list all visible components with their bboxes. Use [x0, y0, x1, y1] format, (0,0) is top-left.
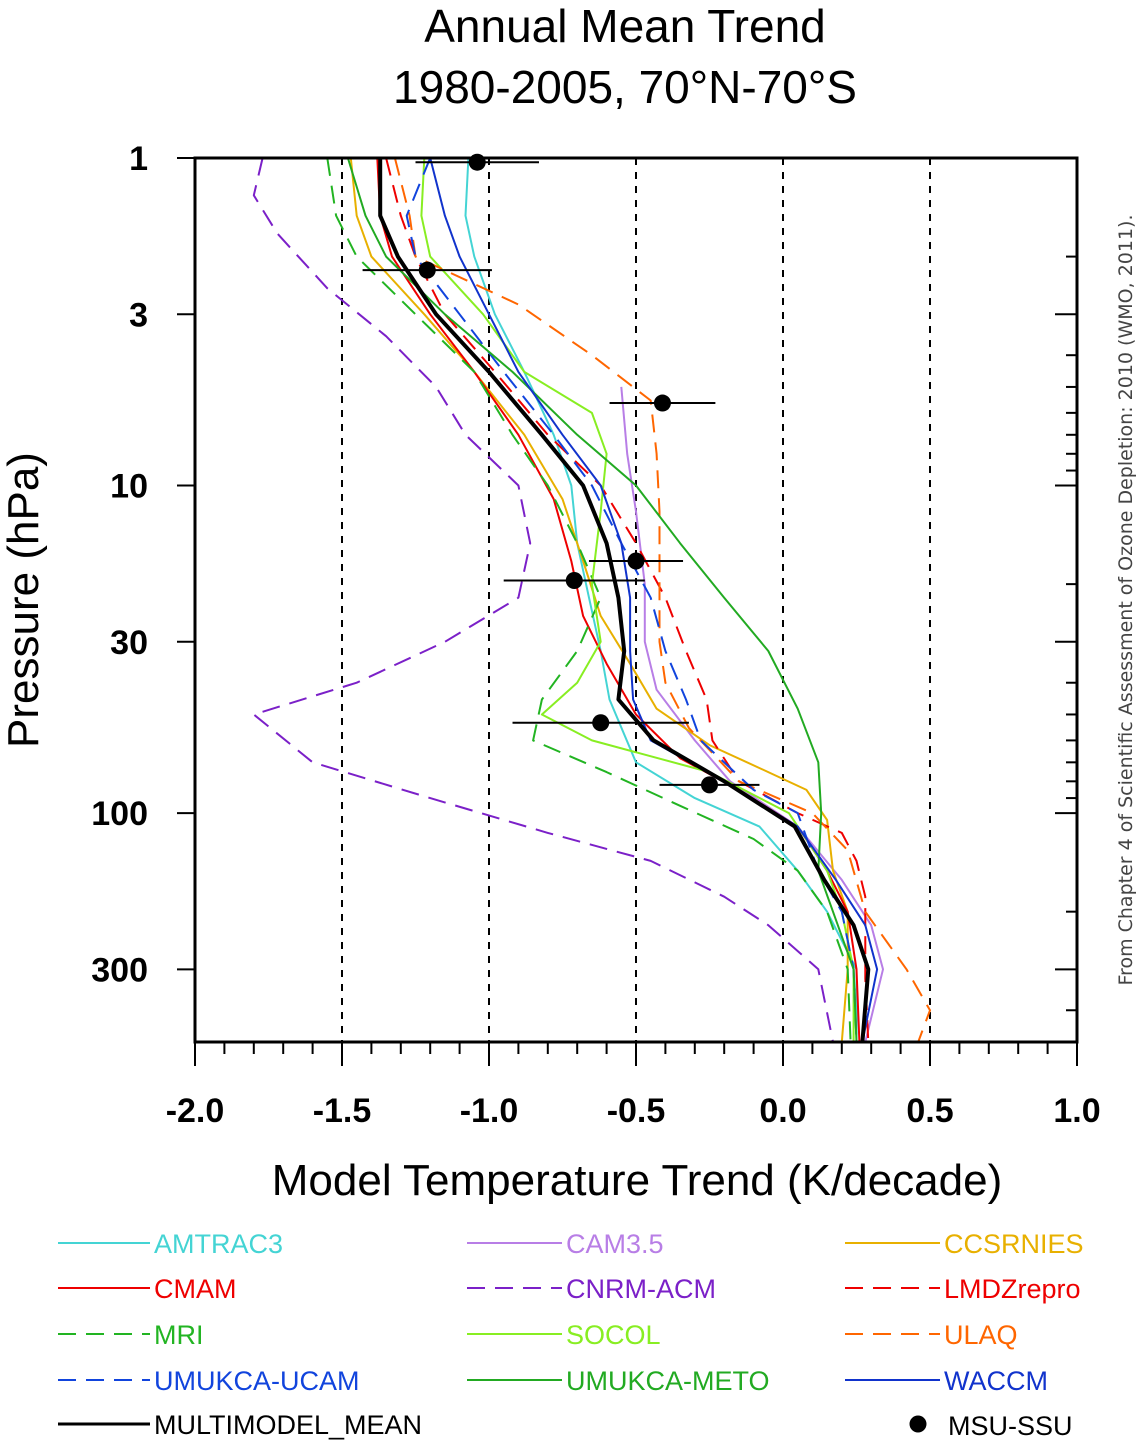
- y-tick-label: 1: [129, 140, 148, 178]
- msu-ssu-point: [418, 261, 436, 279]
- y-tick-label: 10: [110, 468, 148, 506]
- legend-label-ulaq: ULAQ: [944, 1320, 1018, 1350]
- x-tick-label: -1.0: [460, 1092, 519, 1130]
- axis-ticks: -2.0 -1.5 -1.0 -0.5 0.0 0.5 1.0 1 3 10 30 100 300: [91, 140, 1100, 1130]
- x-tick-label: -2.0: [166, 1092, 225, 1130]
- series-line-multimodel-mean: [378, 158, 871, 1043]
- legend-label-mri: MRI: [154, 1320, 204, 1350]
- legend-label-lmdzrepro: LMDZrepro: [944, 1274, 1081, 1304]
- msu-ssu-point: [701, 776, 718, 794]
- series-line-umukca-meto: [346, 157, 858, 1043]
- legend-label-waccm: WACCM: [944, 1366, 1048, 1396]
- legend-label-socol: SOCOL: [566, 1320, 661, 1350]
- x-tick-label: -1.5: [313, 1092, 372, 1130]
- legend-marker-msu-ssu: [909, 1415, 927, 1433]
- x-tick-label: 0.5: [906, 1092, 953, 1130]
- legend-label-umukca-ucam: UMUKCA-UCAM: [154, 1366, 360, 1396]
- msu-ssu-point: [653, 394, 671, 412]
- legend-label-msu-ssu: MSU-SSU: [948, 1411, 1073, 1440]
- msu-ssu-point: [468, 153, 486, 171]
- x-axis-label: Model Temperature Trend (K/decade): [272, 1156, 1002, 1205]
- x-tick-label: -0.5: [607, 1092, 666, 1130]
- legend-label-multimodel-mean: MULTIMODEL_MEAN: [154, 1410, 422, 1440]
- series-line-ccsrnies: [349, 157, 849, 1043]
- legend-label-cam3-5: CAM3.5: [566, 1229, 664, 1259]
- x-tick-label: 1.0: [1053, 1092, 1100, 1130]
- series-line-amtrac3: [464, 157, 858, 1042]
- series-line-waccm: [429, 157, 879, 1043]
- chart-title: Annual Mean Trend 1980-2005, 70°N-70°S: [393, 0, 857, 113]
- series-line-lmdzrepro: [385, 157, 870, 1043]
- legend-label-amtrac3: AMTRAC3: [154, 1229, 283, 1259]
- series-line-mri: [326, 157, 852, 1043]
- series-line-cam3-5: [620, 386, 884, 1043]
- msu-ssu-point: [592, 714, 610, 732]
- y-tick-label: 100: [91, 795, 148, 833]
- series-line-socol: [420, 157, 855, 1042]
- legend-label-cmam: CMAM: [154, 1274, 237, 1304]
- series-line-cnrm-acm: [252, 157, 834, 1043]
- x-tick-label: 0.0: [759, 1092, 806, 1130]
- series-line-ulaq: [393, 157, 931, 1043]
- y-tick-label: 30: [110, 624, 148, 662]
- chart-title-line-2: 1980-2005, 70°N-70°S: [393, 61, 857, 113]
- msu-ssu-point: [627, 552, 645, 570]
- chart-title-line-1: Annual Mean Trend: [424, 0, 826, 52]
- y-axis-label: Pressure (hPa): [0, 452, 48, 748]
- series-lines: [252, 157, 931, 1043]
- y-tick-label: 3: [129, 296, 148, 334]
- y-tick-label: 300: [91, 951, 148, 989]
- series-line-umukca-ucam: [405, 157, 858, 1043]
- credit-text: From Chapter 4 of Scientific Assessment …: [1115, 215, 1137, 986]
- msu-ssu-point: [565, 572, 583, 590]
- legend: AMTRAC3 CAM3.5 CCSRNIES CMAM CNRM-ACM LMDZrep…: [58, 1229, 1084, 1440]
- legend-label-umukca-meto: UMUKCA-METO: [566, 1366, 770, 1396]
- legend-label-ccsrnies: CCSRNIES: [944, 1229, 1084, 1259]
- legend-label-cnrm-acm: CNRM-ACM: [566, 1274, 716, 1304]
